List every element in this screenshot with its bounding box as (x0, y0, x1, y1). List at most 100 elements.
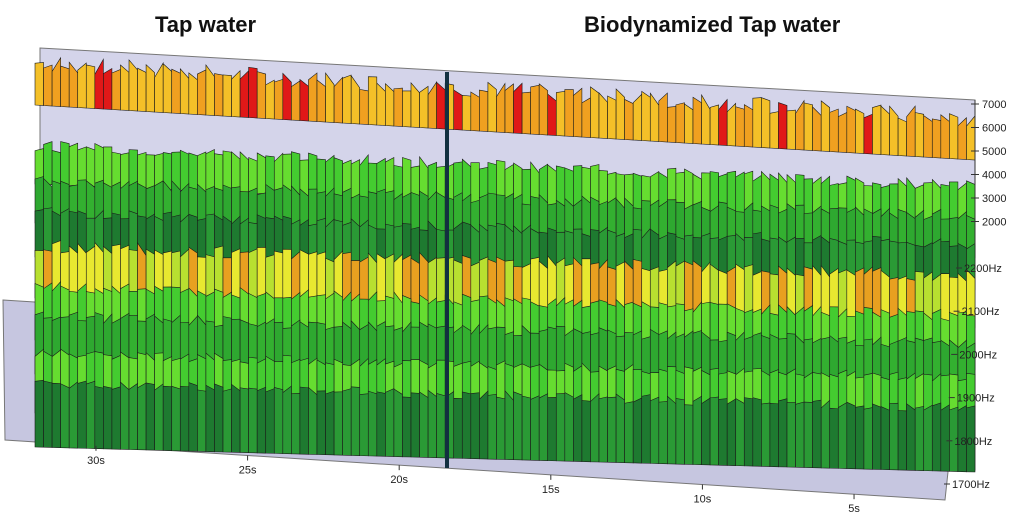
ridge-segment (940, 114, 950, 159)
ridge-segment (658, 92, 668, 143)
ridge-segment (188, 72, 198, 115)
ridge-segment (923, 404, 933, 472)
ridge-segment (667, 106, 677, 143)
z-tick-label: 4000 (982, 170, 1006, 182)
ridge-segment (607, 396, 617, 463)
ridge-segment (137, 151, 147, 190)
ridge-segment (521, 91, 531, 135)
ridge-segment (761, 402, 771, 467)
frequency-axis: 1700Hz 1800Hz 1900Hz 2000Hz 2100Hz 2200Hz (944, 263, 1002, 491)
ridge-segment (453, 89, 463, 131)
ridge-segment (103, 146, 113, 188)
ridge-segment (265, 388, 275, 454)
ridge-segment (111, 68, 121, 111)
ridge-segment (735, 171, 745, 215)
ridge-segment (197, 218, 207, 264)
ridge-segment (145, 382, 155, 451)
ridge-segment (85, 64, 96, 109)
ridge-segment (470, 91, 480, 132)
ridge-segment (931, 118, 942, 159)
ridge-segment (34, 62, 44, 106)
ridge-segment (649, 396, 660, 464)
ridge-segment (77, 380, 87, 449)
ridge-segment (299, 386, 309, 455)
ridge-segment (299, 78, 309, 122)
ridge-segment (906, 403, 916, 471)
ridge-segment (43, 380, 53, 448)
ridge-segment (291, 80, 301, 121)
ridge-segment (778, 102, 788, 150)
ridge-segment (573, 394, 583, 462)
ridge-segment (376, 391, 386, 457)
ridge-segment (837, 401, 848, 469)
ridge-segment (453, 397, 463, 459)
ridge-segment (752, 174, 762, 216)
ridge-segment (538, 83, 549, 136)
ridge-segment (897, 410, 907, 471)
ridge-segment (641, 90, 651, 142)
z-tick-label: 2000 (982, 217, 1006, 229)
ridge-segment (367, 76, 378, 126)
ridge-segment (504, 83, 514, 134)
ridge-segment (273, 78, 284, 120)
ridge-segment (829, 108, 839, 153)
ridge-segment (538, 393, 549, 461)
ridge-segment (547, 164, 557, 207)
ridge-segment (820, 399, 831, 469)
z-tick-label: 5000 (982, 146, 1006, 158)
ridge-segment (564, 391, 574, 462)
ridge-segment (949, 113, 959, 160)
ridge-segment (846, 401, 856, 470)
ridge-segment (51, 382, 61, 448)
ridge-segment (530, 395, 540, 461)
ridge-segment (590, 393, 600, 463)
ridge-segment (410, 392, 420, 458)
ridge-segment (461, 391, 472, 459)
ridge-segment (470, 162, 480, 204)
ridge-segment (496, 396, 506, 460)
ridge-segment (675, 398, 685, 465)
y-tick-label: 2000Hz (959, 349, 997, 361)
ridge-segment (393, 87, 403, 127)
z-tick-label: 3000 (982, 193, 1006, 205)
ridge-segment (60, 383, 70, 449)
ridge-segment (701, 397, 711, 466)
ridge-segment (778, 398, 788, 468)
ridge-segment (85, 380, 96, 449)
ridge-segment (786, 109, 796, 150)
amplitude-axis: 2000 3000 4000 5000 6000 7000 (971, 99, 1006, 245)
ridge-segment (137, 67, 147, 112)
ridge-segment (308, 72, 318, 122)
ridge-segment (812, 399, 822, 469)
ridge-segment (598, 396, 608, 463)
ridge-segment (120, 64, 130, 111)
ridge-segment (205, 384, 215, 453)
ridge-segment (581, 400, 591, 463)
ridge-segment (367, 390, 378, 457)
ridge-segment (436, 81, 446, 130)
x-tick-label: 10s (694, 494, 712, 506)
ridge-segment (222, 74, 232, 117)
ridge-segment (692, 395, 702, 466)
ridge-segment (359, 89, 369, 125)
ridge-segment (60, 65, 70, 108)
y-tick-label: 1900Hz (957, 393, 995, 405)
y-tick-label: 2100Hz (962, 306, 1000, 318)
ridge-segment (504, 390, 514, 461)
ridge-segment (521, 395, 531, 461)
ridge-segment (555, 90, 566, 137)
x-tick-label: 25s (239, 464, 257, 476)
ridge-segment (624, 401, 634, 464)
ridge-segment (68, 381, 79, 449)
ridge-segment (743, 104, 754, 148)
ridge-segment (359, 393, 369, 457)
ridge-segment (171, 385, 181, 452)
ridge-segment (914, 112, 925, 158)
ridge-segment (402, 90, 412, 128)
ridge-segment (829, 407, 839, 469)
ridge-segment (256, 386, 267, 454)
ridge-segment (171, 68, 181, 114)
ridge-segment (872, 403, 882, 470)
ridge-segment (256, 152, 267, 195)
y-tick-label: 1800Hz (954, 436, 992, 448)
